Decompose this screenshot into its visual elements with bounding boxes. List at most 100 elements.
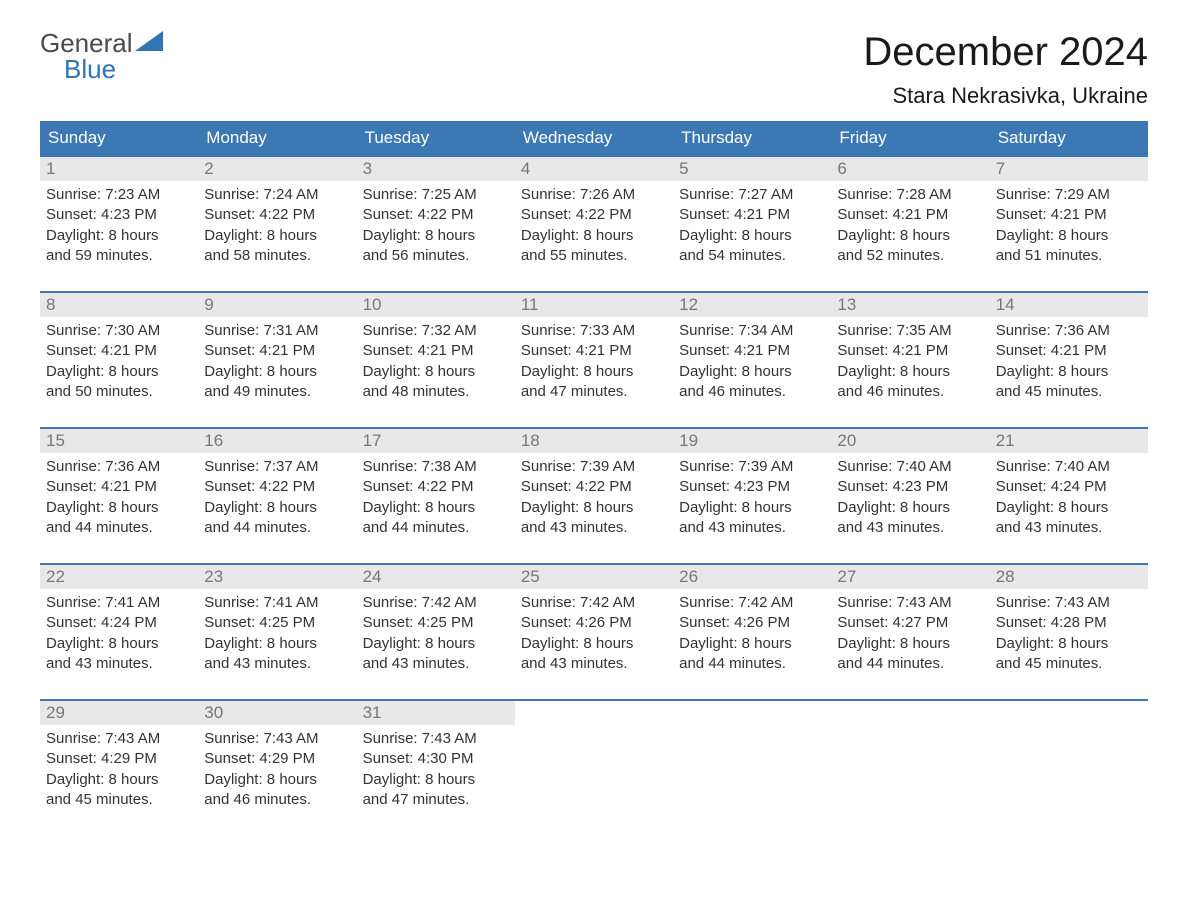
daylight-line1: Daylight: 8 hours <box>363 498 509 518</box>
header: General Blue December 2024 Stara Nekrasi… <box>40 30 1148 109</box>
daylight-line1: Daylight: 8 hours <box>46 634 192 654</box>
daylight-line2: and 47 minutes. <box>521 382 667 402</box>
sunset-text: Sunset: 4:21 PM <box>204 341 350 361</box>
day-number: 27 <box>831 565 989 589</box>
daylight-line1: Daylight: 8 hours <box>521 634 667 654</box>
day-details: Sunrise: 7:31 AMSunset: 4:21 PMDaylight:… <box>198 317 356 410</box>
day-cell: 26Sunrise: 7:42 AMSunset: 4:26 PMDayligh… <box>673 565 831 683</box>
day-cell: 2 Sunrise: 7:24 AMSunset: 4:22 PMDaylight… <box>198 157 356 275</box>
sunrise-text: Sunrise: 7:43 AM <box>46 729 192 749</box>
day-number: 14 <box>990 293 1148 317</box>
day-number: 24 <box>357 565 515 589</box>
day-details: Sunrise: 7:36 AMSunset: 4:21 PMDaylight:… <box>40 453 198 546</box>
sunrise-text: Sunrise: 7:43 AM <box>996 593 1142 613</box>
daylight-line2: and 45 minutes. <box>46 790 192 810</box>
daylight-line1: Daylight: 8 hours <box>363 226 509 246</box>
daylight-line2: and 43 minutes. <box>679 518 825 538</box>
daylight-line2: and 46 minutes. <box>679 382 825 402</box>
daylight-line2: and 44 minutes. <box>46 518 192 538</box>
day-cell: 16Sunrise: 7:37 AMSunset: 4:22 PMDayligh… <box>198 429 356 547</box>
title-block: December 2024 Stara Nekrasivka, Ukraine <box>863 30 1148 109</box>
sunrise-text: Sunrise: 7:37 AM <box>204 457 350 477</box>
day-cell: 30Sunrise: 7:43 AMSunset: 4:29 PMDayligh… <box>198 701 356 819</box>
sunset-text: Sunset: 4:22 PM <box>521 477 667 497</box>
sunrise-text: Sunrise: 7:35 AM <box>837 321 983 341</box>
day-number: 21 <box>990 429 1148 453</box>
daylight-line1: Daylight: 8 hours <box>837 226 983 246</box>
day-number: 2 <box>198 157 356 181</box>
daylight-line2: and 44 minutes. <box>837 654 983 674</box>
daylight-line1: Daylight: 8 hours <box>996 226 1142 246</box>
day-details: Sunrise: 7:29 AMSunset: 4:21 PMDaylight:… <box>990 181 1148 274</box>
empty-cell <box>515 701 673 819</box>
day-cell: 22Sunrise: 7:41 AMSunset: 4:24 PMDayligh… <box>40 565 198 683</box>
day-details: Sunrise: 7:28 AMSunset: 4:21 PMDaylight:… <box>831 181 989 274</box>
day-number: 5 <box>673 157 831 181</box>
day-details: Sunrise: 7:38 AMSunset: 4:22 PMDaylight:… <box>357 453 515 546</box>
day-number: 19 <box>673 429 831 453</box>
day-number: 4 <box>515 157 673 181</box>
day-cell: 25Sunrise: 7:42 AMSunset: 4:26 PMDayligh… <box>515 565 673 683</box>
daylight-line2: and 43 minutes. <box>363 654 509 674</box>
sunset-text: Sunset: 4:25 PM <box>204 613 350 633</box>
day-number: 30 <box>198 701 356 725</box>
sunset-text: Sunset: 4:21 PM <box>996 341 1142 361</box>
sunset-text: Sunset: 4:22 PM <box>363 477 509 497</box>
day-number: 22 <box>40 565 198 589</box>
day-header: Sunday <box>40 121 198 155</box>
daylight-line2: and 49 minutes. <box>204 382 350 402</box>
sunset-text: Sunset: 4:27 PM <box>837 613 983 633</box>
day-number: 23 <box>198 565 356 589</box>
week-row: 8Sunrise: 7:30 AMSunset: 4:21 PMDaylight… <box>40 291 1148 411</box>
daylight-line1: Daylight: 8 hours <box>679 498 825 518</box>
day-cell: 12Sunrise: 7:34 AMSunset: 4:21 PMDayligh… <box>673 293 831 411</box>
daylight-line1: Daylight: 8 hours <box>363 362 509 382</box>
day-number: 11 <box>515 293 673 317</box>
daylight-line2: and 44 minutes. <box>363 518 509 538</box>
sunrise-text: Sunrise: 7:36 AM <box>46 457 192 477</box>
day-cell: 7Sunrise: 7:29 AMSunset: 4:21 PMDaylight… <box>990 157 1148 275</box>
sunset-text: Sunset: 4:30 PM <box>363 749 509 769</box>
daylight-line2: and 54 minutes. <box>679 246 825 266</box>
day-number: 13 <box>831 293 989 317</box>
day-number: 15 <box>40 429 198 453</box>
sunrise-text: Sunrise: 7:42 AM <box>363 593 509 613</box>
sunset-text: Sunset: 4:22 PM <box>204 477 350 497</box>
sunset-text: Sunset: 4:21 PM <box>521 341 667 361</box>
daylight-line2: and 47 minutes. <box>363 790 509 810</box>
sunrise-text: Sunrise: 7:32 AM <box>363 321 509 341</box>
sunrise-text: Sunrise: 7:34 AM <box>679 321 825 341</box>
sunrise-text: Sunrise: 7:42 AM <box>679 593 825 613</box>
day-number: 3 <box>357 157 515 181</box>
day-details: Sunrise: 7:43 AMSunset: 4:29 PMDaylight:… <box>40 725 198 818</box>
week-row: 15Sunrise: 7:36 AMSunset: 4:21 PMDayligh… <box>40 427 1148 547</box>
sunrise-text: Sunrise: 7:43 AM <box>837 593 983 613</box>
daylight-line1: Daylight: 8 hours <box>204 226 350 246</box>
empty-cell <box>990 701 1148 819</box>
logo: General Blue <box>40 30 163 82</box>
sunset-text: Sunset: 4:21 PM <box>46 477 192 497</box>
daylight-line1: Daylight: 8 hours <box>996 362 1142 382</box>
daylight-line2: and 45 minutes. <box>996 382 1142 402</box>
daylight-line1: Daylight: 8 hours <box>521 498 667 518</box>
day-number: 20 <box>831 429 989 453</box>
day-details: Sunrise: 7:34 AMSunset: 4:21 PMDaylight:… <box>673 317 831 410</box>
sunrise-text: Sunrise: 7:26 AM <box>521 185 667 205</box>
day-details: Sunrise: 7:26 AMSunset: 4:22 PMDaylight:… <box>515 181 673 274</box>
day-header: Saturday <box>990 121 1148 155</box>
sunset-text: Sunset: 4:21 PM <box>996 205 1142 225</box>
day-cell: 6Sunrise: 7:28 AMSunset: 4:21 PMDaylight… <box>831 157 989 275</box>
day-number: 12 <box>673 293 831 317</box>
day-number: 31 <box>357 701 515 725</box>
sunset-text: Sunset: 4:22 PM <box>204 205 350 225</box>
daylight-line1: Daylight: 8 hours <box>46 498 192 518</box>
day-number: 26 <box>673 565 831 589</box>
day-cell: 11Sunrise: 7:33 AMSunset: 4:21 PMDayligh… <box>515 293 673 411</box>
day-cell: 29Sunrise: 7:43 AMSunset: 4:29 PMDayligh… <box>40 701 198 819</box>
sunrise-text: Sunrise: 7:41 AM <box>204 593 350 613</box>
day-number: 17 <box>357 429 515 453</box>
sunrise-text: Sunrise: 7:41 AM <box>46 593 192 613</box>
day-header: Monday <box>198 121 356 155</box>
day-header-row: SundayMondayTuesdayWednesdayThursdayFrid… <box>40 121 1148 155</box>
sunrise-text: Sunrise: 7:24 AM <box>204 185 350 205</box>
